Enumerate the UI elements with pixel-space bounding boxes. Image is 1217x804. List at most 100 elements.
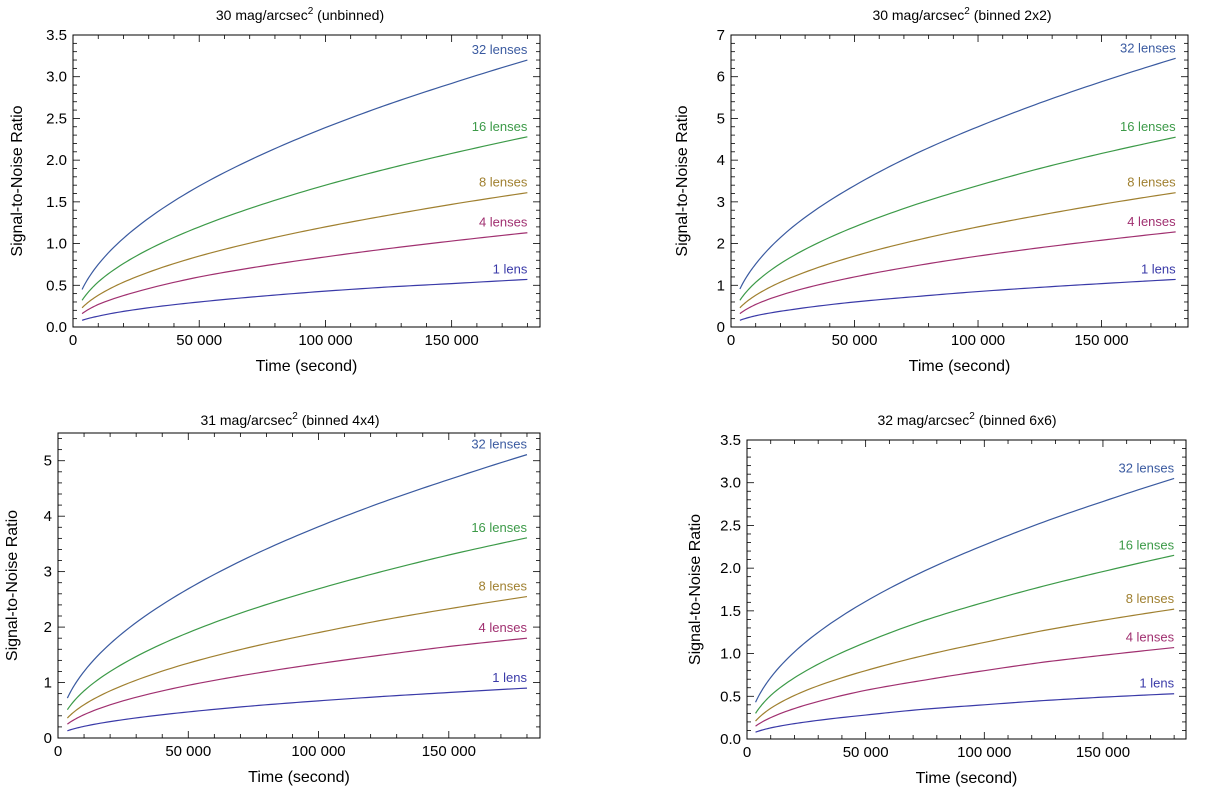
series-label: 8 lenses (479, 175, 528, 190)
series-label: 1 lens (1141, 261, 1176, 276)
series-label: 8 lenses (479, 579, 528, 594)
x-axis-label: Time (second) (916, 770, 1018, 787)
chart-title: 30 mag/arcsec2 (binned 2x2) (872, 6, 1051, 23)
y-tick-label: 3 (44, 564, 52, 581)
series-line-32-lenses (81, 59, 528, 290)
chart-title: 31 mag/arcsec2 (binned 4x4) (200, 411, 379, 428)
chart-title-sup: 2 (292, 411, 298, 422)
y-tick-label: 1 (717, 277, 725, 294)
x-tick-label: 150 000 (422, 743, 476, 760)
x-tick-label: 150 000 (425, 332, 479, 349)
x-tick-label: 50 000 (165, 743, 211, 760)
series-label: 16 lenses (1120, 119, 1176, 134)
y-tick-label: 2 (44, 619, 52, 636)
chart-title-main: 30 mag/arcsec (216, 7, 308, 23)
chart-panel-3: 31 mag/arcsec2 (binned 4x4) 0 50 000 100 00… (0, 405, 600, 799)
series-line-8-lenses (66, 595, 528, 719)
series-line-4-lenses (67, 637, 528, 725)
chart-title-main: 32 mag/arcsec (877, 412, 969, 428)
y-tick-label: 1.5 (720, 603, 741, 620)
series-line-32-lenses (66, 454, 528, 699)
x-tick-label: 100 000 (298, 332, 352, 349)
x-axis-label: Time (second) (248, 769, 350, 786)
chart-panel-1: 30 mag/arcsec2 (unbinned) 0 50 000 100 000 1… (0, 0, 600, 390)
series-line-32-lenses (739, 57, 1176, 290)
y-tick-label: 0.0 (46, 319, 67, 336)
series-label: 32 lenses (472, 42, 528, 57)
x-axis-label: Time (second) (909, 358, 1011, 375)
chart-title-suffix: (binned 6x6) (975, 412, 1057, 428)
series-label: 4 lenses (479, 620, 528, 635)
chart-svg-3: 31 mag/arcsec2 (binned 4x4)0 50 000 100 00… (4, 411, 541, 786)
y-axis-label: Signal-to-Noise Ratio (687, 514, 704, 665)
y-tick-label: 3.5 (720, 432, 741, 449)
y-tick-label: 0.5 (46, 277, 67, 294)
y-tick-label: 0.5 (720, 688, 741, 705)
x-axis-label: Time (second) (256, 358, 358, 375)
y-tick-label: 4 (717, 152, 725, 169)
y-tick-label: 2.0 (720, 560, 741, 577)
chart-title: 32 mag/arcsec2 (binned 6x6) (877, 411, 1056, 428)
series-line-4-lenses (755, 646, 1175, 727)
plot-frame (57, 432, 541, 739)
y-tick-label: 3.0 (46, 69, 67, 86)
series-line-4-lenses (739, 231, 1176, 315)
y-tick-label: 0 (717, 319, 725, 336)
y-tick-label: 2 (717, 236, 725, 253)
series-label: 32 lenses (471, 437, 527, 452)
series-line-8-lenses (755, 608, 1175, 722)
series-line-4-lenses (81, 232, 528, 315)
plot-frame (746, 439, 1187, 740)
chart-title-sup: 2 (308, 6, 314, 17)
series-label: 1 lens (492, 670, 527, 685)
y-tick-label: 3.0 (720, 475, 741, 492)
y-tick-label: 1.0 (720, 646, 741, 663)
y-tick-label: 3 (717, 194, 725, 211)
series-label: 16 lenses (472, 119, 528, 134)
chart-title-suffix: (binned 4x4) (298, 412, 380, 428)
y-tick-label: 5 (44, 453, 52, 470)
chart-svg-4: 32 mag/arcsec2 (binned 6x6) 0 50 000 100 00… (687, 411, 1187, 787)
x-tick-label: 50 000 (176, 332, 222, 349)
series-label: 8 lenses (1126, 591, 1175, 606)
x-tick-label: 0 (727, 332, 735, 349)
x-tick-label: 100 000 (291, 743, 345, 760)
x-tick-label: 100 000 (957, 744, 1011, 761)
y-tick-label: 2.0 (46, 152, 67, 169)
chart-title: 30 mag/arcsec2 (unbinned) (216, 6, 384, 23)
series-label: 1 lens (1139, 676, 1174, 691)
series-line-8-lenses (739, 192, 1176, 309)
series-line-32-lenses (754, 477, 1175, 703)
y-tick-label: 1.0 (46, 236, 67, 253)
series-label: 16 lenses (471, 520, 527, 535)
x-tick-label: 150 000 (1076, 744, 1130, 761)
plot-frame (72, 34, 541, 328)
chart-title-main: 31 mag/arcsec (200, 412, 292, 428)
series-line-16-lenses (66, 537, 528, 711)
y-tick-label: 1.5 (46, 194, 67, 211)
y-tick-label: 5 (717, 110, 725, 127)
plot-frame (730, 34, 1189, 328)
chart-svg-2: 30 mag/arcsec2 (binned 2x2) 0 50 000 100 00… (674, 6, 1189, 375)
series-line-1-lens (739, 278, 1176, 321)
chart-panel-4: 32 mag/arcsec2 (binned 6x6) 0 50 000 100 00… (640, 405, 1217, 799)
series-label: 4 lenses (479, 215, 528, 230)
y-tick-label: 7 (717, 27, 725, 44)
chart-title-main: 30 mag/arcsec (872, 7, 964, 23)
y-axis-label: Signal-to-Noise Ratio (9, 105, 26, 256)
chart-svg-1: 30 mag/arcsec2 (unbinned) 0 50 000 100 000 1… (9, 6, 541, 375)
y-tick-label: 3.5 (46, 27, 67, 44)
x-tick-label: 50 000 (843, 744, 889, 761)
y-tick-label: 0.0 (720, 731, 741, 748)
series-label: 4 lenses (1127, 214, 1176, 229)
chart-title-sup: 2 (964, 6, 970, 17)
y-tick-label: 0 (44, 730, 52, 747)
series-label: 1 lens (493, 261, 528, 276)
series-label: 8 lenses (1127, 175, 1176, 190)
x-tick-label: 50 000 (832, 332, 878, 349)
series-label: 4 lenses (1126, 630, 1175, 645)
x-tick-label: 100 000 (951, 332, 1005, 349)
chart-panel-2: 30 mag/arcsec2 (binned 2x2) 0 50 000 100 00… (640, 0, 1217, 390)
series-line-16-lenses (81, 136, 528, 301)
y-tick-label: 6 (717, 69, 725, 86)
